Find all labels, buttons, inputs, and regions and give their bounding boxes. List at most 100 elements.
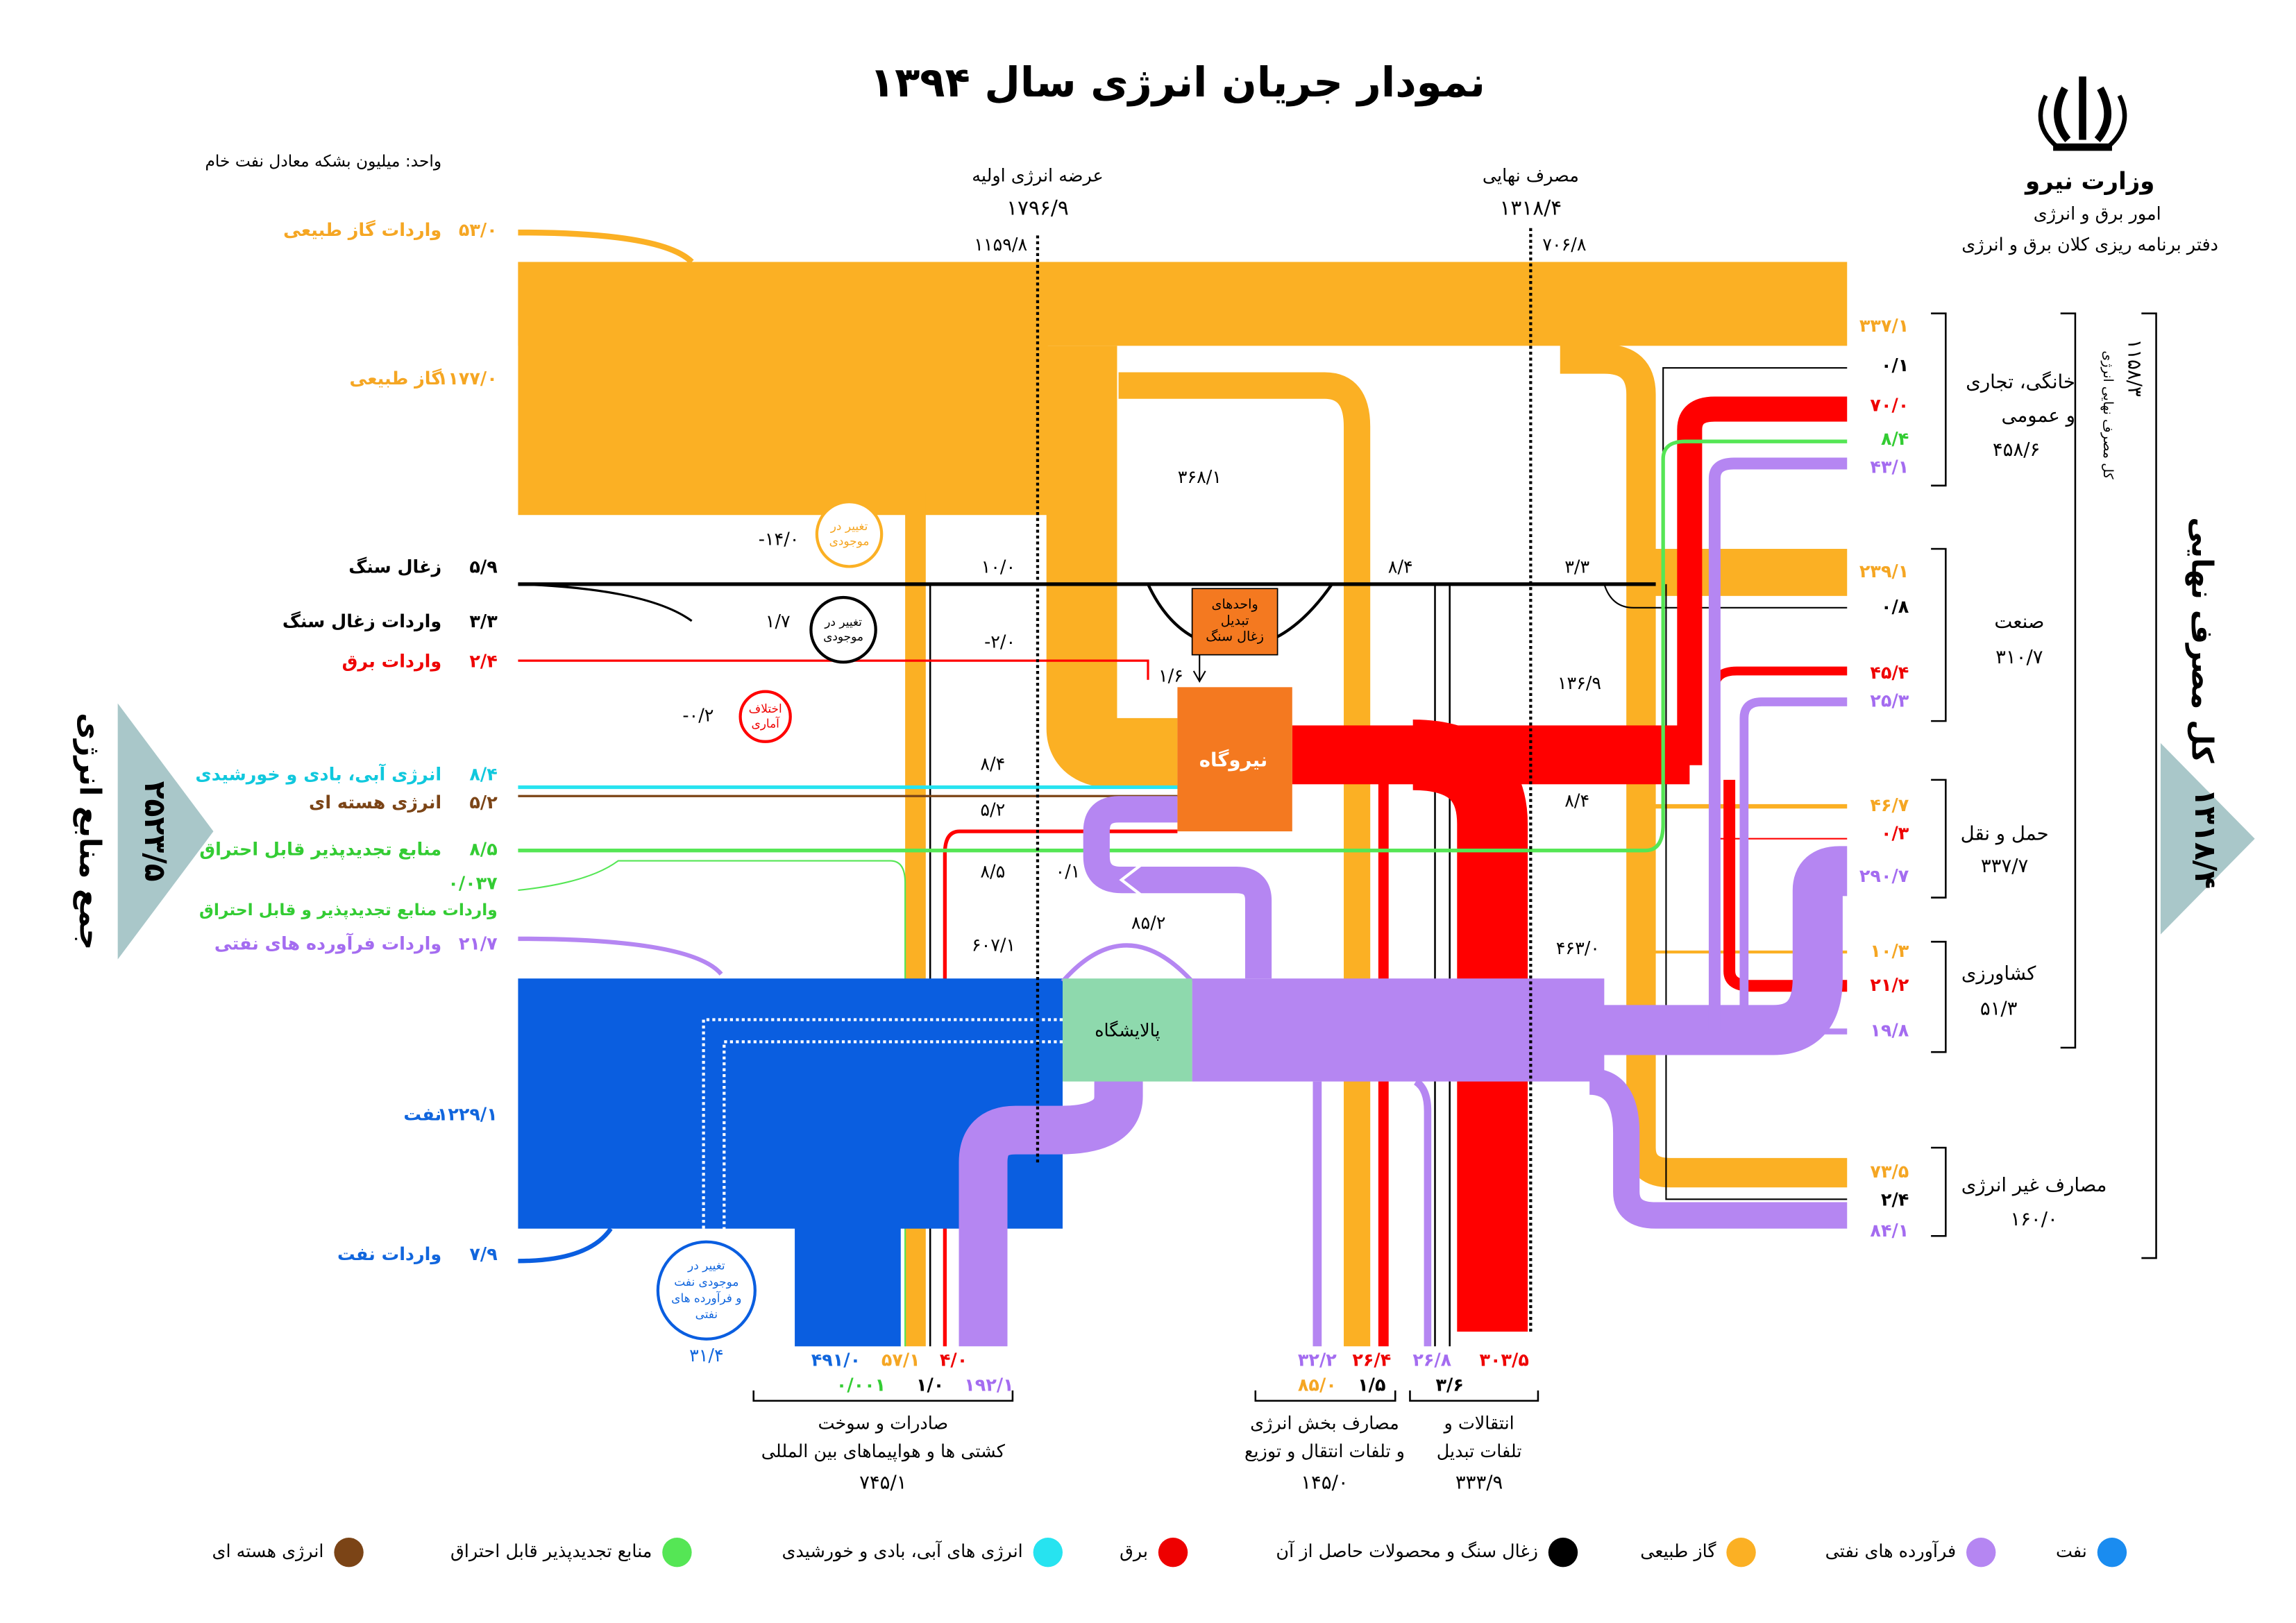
bottom-total: ۷۴۵/۱ [859,1472,906,1494]
bottom-total: ۱۴۵/۰ [1301,1472,1348,1494]
flow-label: ۱۳۶/۹ [1558,672,1601,693]
node-label: زغال سنگ [1206,629,1264,645]
bottom-value: ۲۶/۸ [1412,1350,1451,1370]
bottom-value: ۱۹۲/۱ [964,1375,1013,1395]
flow-label: ۵/۲ [980,799,1005,819]
bottom-value: ۲۶/۴ [1352,1350,1391,1370]
refinery-box [1063,978,1192,1082]
flow-label: -۰/۲ [682,705,714,726]
sector-value: ۴۶/۷ [1870,794,1909,815]
flow [1677,396,1848,765]
source-value: ۳/۳ [469,611,498,631]
flow [518,439,1848,853]
legend-label: منابع تجدیدپذیر قابل احتراق [450,1540,652,1562]
bottom-value: ۸۵/۰ [1298,1375,1337,1395]
sector-name: کشاورزی [1961,962,2036,985]
arrow [1192,654,1206,683]
legend-label: برق [1120,1540,1148,1562]
flow [1723,779,1848,992]
sector-value: ۰/۸ [1881,596,1909,617]
flow [1118,372,1371,1347]
source-label: انرژی هسته ای [309,792,441,813]
total-arrow [2160,742,2255,935]
total-arrow [117,703,214,960]
legend-swatch [2097,1537,2127,1567]
source-label: واردات نفت [337,1243,441,1265]
flow-label: -۲/۰ [984,631,1015,652]
source-value: ۵۳/۰ [459,219,498,240]
flow [518,860,906,1347]
flow-label: ۸/۴ [1388,556,1413,577]
flow-label: ۳/۳ [1564,556,1589,577]
flow-label: ۴۶۳/۰ [1556,937,1600,958]
arrow [1119,864,1142,896]
bottom-value: ۱/۵ [1358,1375,1385,1395]
total-label: کل مصرف نهایی انرژی [2100,350,2116,479]
sector-total: ۱۶۰/۰ [2010,1208,2057,1230]
sector-value: ۲۹۰/۷ [1859,865,1909,886]
source-value: ۷/۹ [469,1243,498,1264]
flow-label: ۸/۴ [980,754,1005,774]
flow [943,829,1178,1347]
emblem [2053,76,2112,151]
legend-swatch [334,1537,364,1567]
bottom-value: ۴/۰ [940,1350,968,1370]
source-label: واردات گاز طبیعی [283,219,441,241]
flow [702,1018,1063,1251]
legend-swatch [1033,1537,1063,1567]
source-label: گاز طبیعی [349,368,441,389]
sector-value: ۴۳/۱ [1870,456,1909,477]
flow [1589,846,1848,1055]
total-value: ۲۵۲۳/۵ [137,781,171,882]
bottom-total: ۳۳۳/۹ [1455,1472,1503,1494]
legend-label: انرژی های آبی، بادی و خورشیدی [782,1540,1023,1562]
unit: واحد: میلیون بشکه معادل نفت خام [205,152,441,171]
bottom-name: تلفات تبدیل [1437,1441,1522,1461]
bottom-value: ۳۲/۲ [1298,1350,1337,1370]
bottom-value: ۳/۶ [1436,1375,1464,1395]
legend-label: گاز طبیعی [1640,1540,1716,1561]
bottom-value: ۵۷/۱ [881,1350,920,1370]
node-label: آماری [751,715,780,730]
flow [518,583,693,622]
sector-name: حمل و نقل [1961,822,2049,844]
sector-name: و عمومی [2002,405,2075,427]
total-value: ۱۱۵۸/۳ [2124,339,2146,397]
axis-flow: ۷۰۶/۸ [1542,234,1586,255]
flow-label: ۳۱/۴ [689,1345,724,1366]
flow-label: ۰/۱ [1056,861,1081,882]
source-label: واردات برق [342,650,441,672]
flow-label: ۸/۴ [1564,790,1589,811]
source-value: ۱۲۲۹/۱ [437,1103,498,1124]
total-label: کل مصرف نهایی [2185,517,2219,763]
source-value: ۲/۴ [469,650,497,671]
sector-value: ۲/۴ [1881,1189,1909,1209]
node-label: موجودی [829,534,870,547]
legend-swatch [662,1537,692,1567]
flow [518,229,694,264]
sector-total: ۳۱۰/۷ [1995,646,2043,668]
node-label: نیروگاه [1199,748,1267,771]
source-label: زغال سنگ [348,556,441,577]
flow [518,1227,613,1264]
axis-label: مصرف نهایی [1483,164,1579,186]
legend-label: نفت [2056,1540,2087,1561]
sector-value: ۳۳۷/۱ [1859,315,1909,336]
sector-total: ۵۱/۳ [1980,998,2018,1020]
node-label: تبدیل [1221,613,1249,628]
flow-label: ۱۰/۰ [981,556,1016,577]
node-circle [809,595,877,664]
flow-label: ۶۰۷/۱ [972,935,1015,955]
flow [1046,346,1178,789]
legend-swatch [1548,1537,1578,1567]
legend-label: انرژی هسته ای [212,1540,324,1562]
bottom-value: ۴۹۱/۰ [811,1350,861,1370]
source-label: منابع تجدیدپذیر قابل احتراق [199,839,441,860]
sector-value: ۴۵/۴ [1870,662,1909,683]
bottom-name: مصارف بخش انرژی [1250,1413,1399,1434]
total-value: ۱۳۱۸/۴ [2188,788,2222,889]
source-value: ۲۱/۷ [459,933,498,953]
bottom-name: و تلفات انتقال و توزیع [1244,1441,1405,1462]
sector-value: ۰/۱ [1881,355,1909,375]
